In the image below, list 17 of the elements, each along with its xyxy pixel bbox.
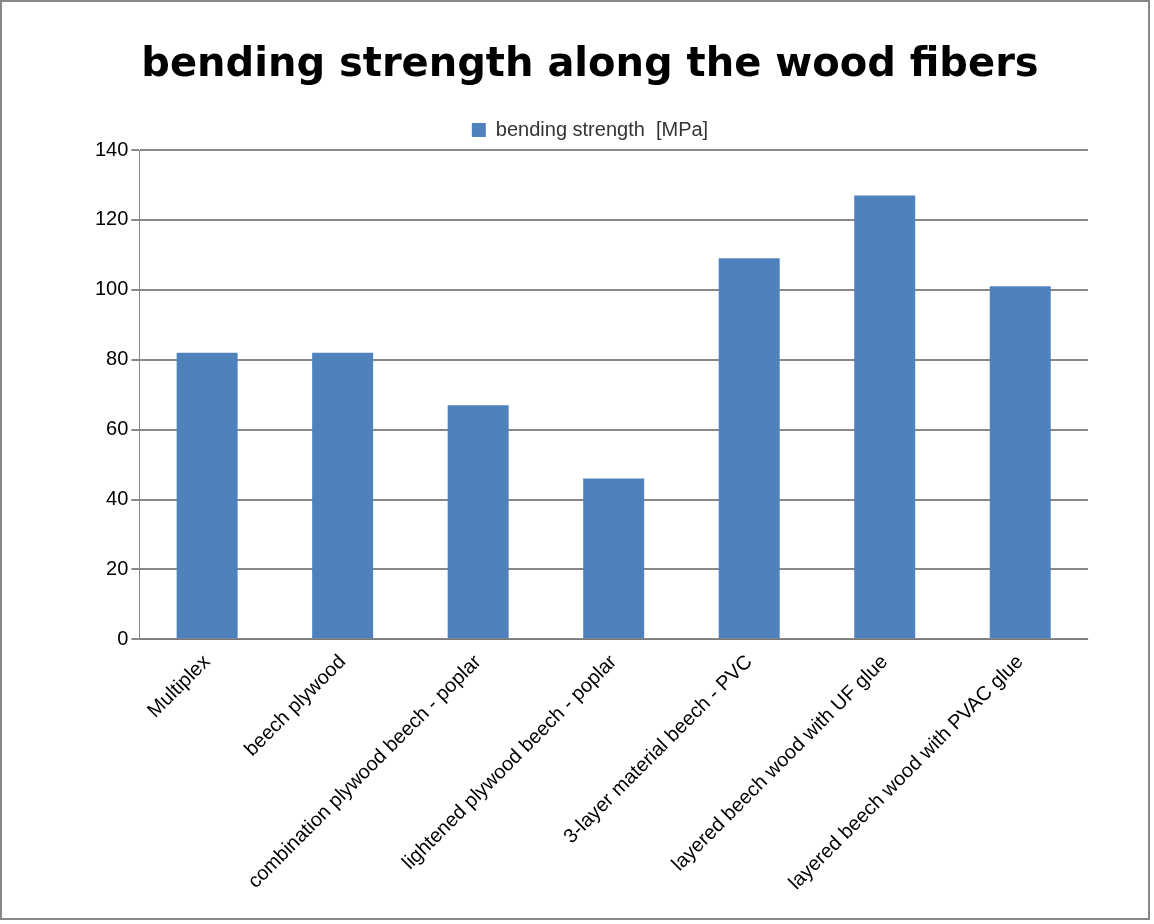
bar bbox=[176, 352, 238, 639]
y-tick-label: 120 bbox=[94, 207, 129, 230]
y-tick-label: 40 bbox=[106, 487, 129, 510]
y-tick-label: 140 bbox=[94, 137, 129, 160]
bar bbox=[989, 286, 1051, 639]
bar bbox=[312, 352, 374, 639]
y-tick-label: 20 bbox=[106, 556, 129, 579]
y-tick-label: 60 bbox=[106, 417, 129, 440]
bar bbox=[447, 405, 509, 639]
chart-title: bending strength along the wood fibers bbox=[141, 39, 1039, 86]
bar bbox=[718, 258, 780, 639]
legend-label: bending strength [MPa] bbox=[495, 117, 709, 140]
bar bbox=[854, 195, 916, 639]
y-tick-label: 80 bbox=[106, 347, 129, 370]
bar bbox=[583, 478, 645, 639]
y-tick-label: 0 bbox=[117, 626, 129, 649]
y-tick-label: 100 bbox=[94, 277, 129, 300]
